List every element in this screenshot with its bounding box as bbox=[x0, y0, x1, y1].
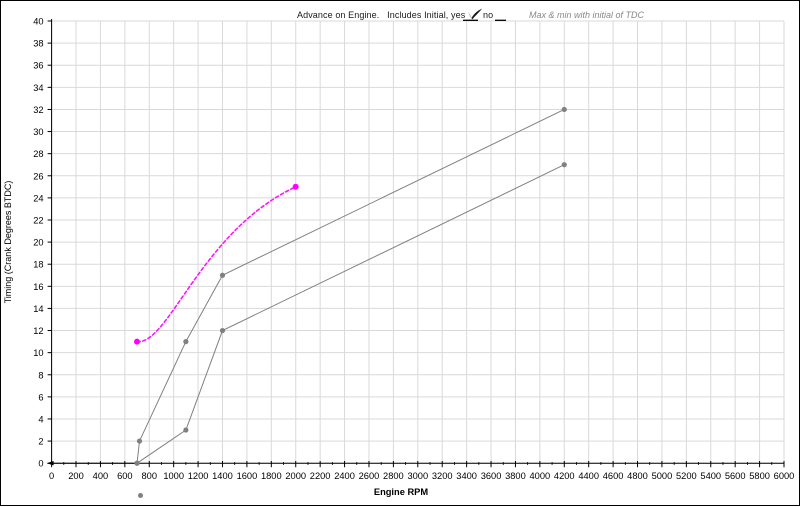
svg-text:0: 0 bbox=[38, 459, 43, 469]
svg-text:34: 34 bbox=[33, 83, 43, 93]
svg-text:2: 2 bbox=[38, 437, 43, 447]
svg-text:2000: 2000 bbox=[285, 471, 306, 481]
svg-text:18: 18 bbox=[33, 260, 43, 270]
svg-text:5000: 5000 bbox=[652, 471, 673, 481]
svg-text:24: 24 bbox=[33, 193, 43, 203]
svg-text:4: 4 bbox=[38, 414, 43, 424]
svg-text:10: 10 bbox=[33, 348, 43, 358]
svg-text:4400: 4400 bbox=[578, 471, 599, 481]
svg-text:2600: 2600 bbox=[359, 471, 380, 481]
svg-text:1800: 1800 bbox=[261, 471, 282, 481]
svg-text:400: 400 bbox=[93, 471, 109, 481]
svg-text:1600: 1600 bbox=[237, 471, 258, 481]
svg-text:3000: 3000 bbox=[407, 471, 428, 481]
svg-text:4600: 4600 bbox=[603, 471, 624, 481]
svg-text:14: 14 bbox=[33, 304, 43, 314]
svg-text:2800: 2800 bbox=[383, 471, 404, 481]
svg-text:1200: 1200 bbox=[188, 471, 209, 481]
svg-text:600: 600 bbox=[117, 471, 133, 481]
svg-text:12: 12 bbox=[33, 326, 43, 336]
svg-text:2400: 2400 bbox=[334, 471, 355, 481]
svg-text:200: 200 bbox=[68, 471, 84, 481]
svg-text:32: 32 bbox=[33, 105, 43, 115]
svg-text:30: 30 bbox=[33, 127, 43, 137]
svg-text:5800: 5800 bbox=[749, 471, 770, 481]
svg-text:4800: 4800 bbox=[627, 471, 648, 481]
svg-text:5600: 5600 bbox=[725, 471, 746, 481]
svg-text:28: 28 bbox=[33, 149, 43, 159]
svg-text:3600: 3600 bbox=[481, 471, 502, 481]
svg-text:3400: 3400 bbox=[456, 471, 477, 481]
svg-text:6000: 6000 bbox=[774, 471, 795, 481]
svg-text:8: 8 bbox=[38, 370, 43, 380]
svg-text:4000: 4000 bbox=[530, 471, 551, 481]
svg-text:40: 40 bbox=[33, 17, 43, 27]
svg-text:5200: 5200 bbox=[676, 471, 697, 481]
svg-text:22: 22 bbox=[33, 215, 43, 225]
svg-text:20: 20 bbox=[33, 238, 43, 248]
svg-text:36: 36 bbox=[33, 61, 43, 71]
svg-text:1000: 1000 bbox=[163, 471, 184, 481]
svg-text:26: 26 bbox=[33, 171, 43, 181]
svg-text:16: 16 bbox=[33, 282, 43, 292]
svg-text:0: 0 bbox=[49, 471, 54, 481]
svg-text:3200: 3200 bbox=[432, 471, 453, 481]
svg-text:4200: 4200 bbox=[554, 471, 575, 481]
svg-text:800: 800 bbox=[141, 471, 157, 481]
svg-text:6: 6 bbox=[38, 392, 43, 402]
svg-text:1400: 1400 bbox=[212, 471, 233, 481]
svg-text:2200: 2200 bbox=[310, 471, 331, 481]
svg-text:5400: 5400 bbox=[700, 471, 721, 481]
svg-text:38: 38 bbox=[33, 39, 43, 49]
svg-text:3800: 3800 bbox=[505, 471, 526, 481]
